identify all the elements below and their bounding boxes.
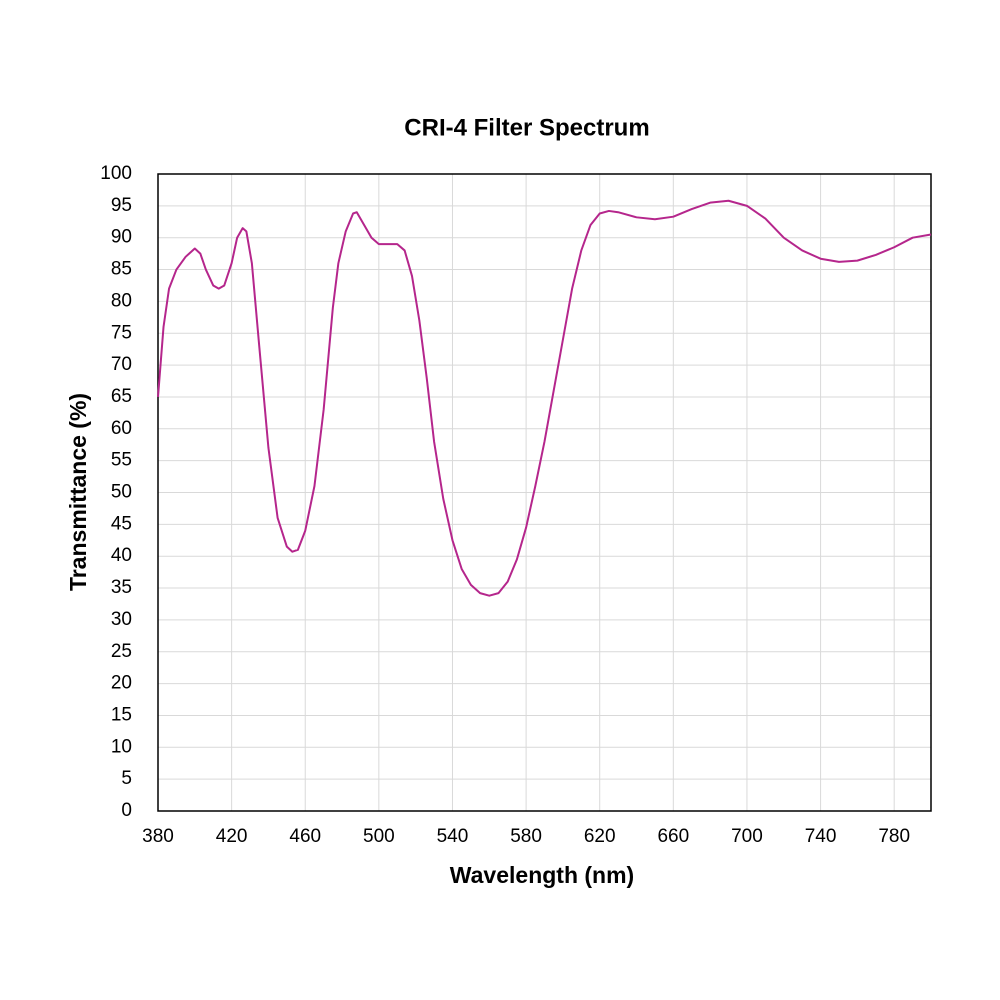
y-tick-label: 15 [111,704,132,725]
x-tick-label: 620 [584,826,616,847]
x-tick-label: 780 [878,826,910,847]
y-tick-label: 45 [111,513,132,534]
y-tick-label: 40 [111,545,132,566]
y-tick-label: 95 [111,195,132,216]
y-tick-label: 85 [111,259,132,280]
x-tick-label: 380 [142,826,174,847]
y-tick-label: 60 [111,418,132,439]
y-tick-label: 50 [111,482,132,503]
x-tick-label: 740 [805,826,837,847]
y-tick-label: 25 [111,641,132,662]
y-tick-label: 70 [111,354,132,375]
plot-frame [157,173,932,812]
y-axis-label: Transmittance (%) [65,393,91,591]
x-tick-label: 580 [510,826,542,847]
y-tick-label: 10 [111,736,132,757]
x-tick-label: 420 [216,826,248,847]
x-tick-label: 700 [731,826,763,847]
y-tick-label: 0 [121,800,132,821]
x-tick-label: 460 [289,826,321,847]
y-tick-label: 80 [111,290,132,311]
y-tick-label: 55 [111,450,132,471]
data-line [157,199,932,597]
y-tick-label: 5 [121,768,132,789]
y-tick-label: 100 [100,163,132,184]
x-tick-label: 500 [363,826,395,847]
y-tick-label: 35 [111,577,132,598]
x-axis-label: Wavelength (nm) [450,862,634,888]
y-tick-label: 90 [111,227,132,248]
y-tick-label: 75 [111,322,132,343]
x-tick-label: 660 [657,826,689,847]
chart-title: CRI-4 Filter Spectrum [404,114,649,141]
y-tick-label: 65 [111,386,132,407]
y-tick-label: 20 [111,673,132,694]
x-tick-label: 540 [437,826,469,847]
y-tick-label: 30 [111,609,132,630]
